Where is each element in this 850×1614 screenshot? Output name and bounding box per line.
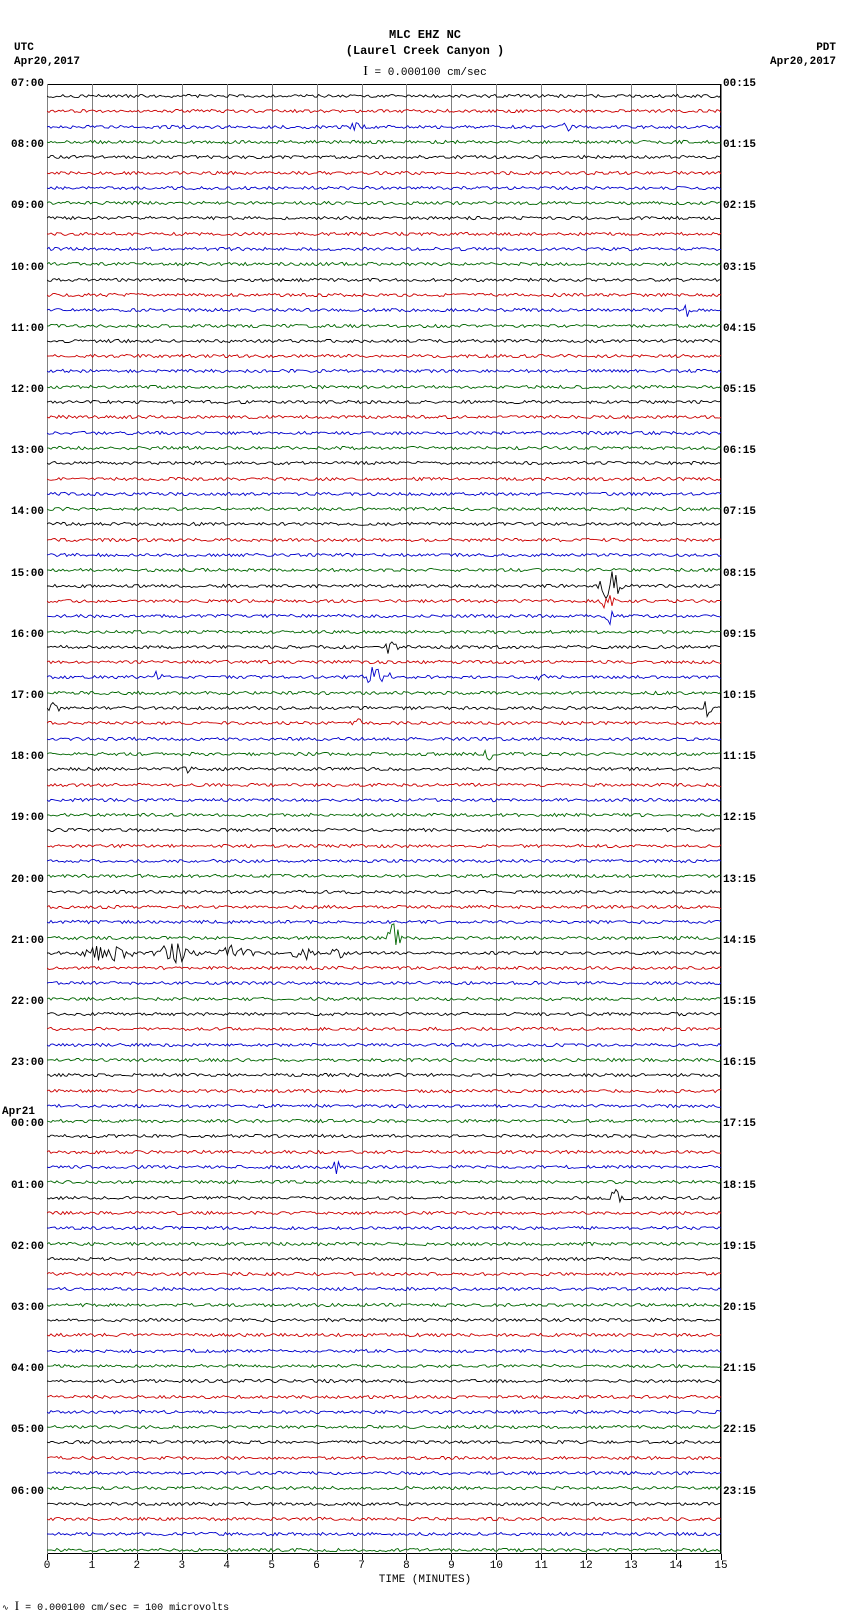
pdt-time-label: 07:15 — [723, 506, 773, 518]
pdt-time-label: 14:15 — [723, 935, 773, 947]
tz-left-label: UTC — [14, 42, 34, 54]
pdt-time-label: 16:15 — [723, 1057, 773, 1069]
pdt-time-label: 03:15 — [723, 262, 773, 274]
xtick-label: 8 — [403, 1560, 410, 1572]
utc-time-label: 06:00 — [0, 1486, 44, 1498]
pdt-time-label: 05:15 — [723, 384, 773, 396]
vgrid-line — [721, 84, 722, 1554]
pdt-time-label: 09:15 — [723, 629, 773, 641]
utc-time-label: 01:00 — [0, 1180, 44, 1192]
station-code: MLC EHZ NC — [0, 28, 850, 42]
xaxis-title: TIME (MINUTES) — [0, 1574, 850, 1586]
utc-time-label: 14:00 — [0, 506, 44, 518]
date-right-label: Apr20,2017 — [770, 56, 836, 68]
xtick-label: 2 — [134, 1560, 141, 1572]
utc-time-label: 21:00 — [0, 935, 44, 947]
footer-scale: ∿ I = 0.000100 cm/sec = 100 microvolts — [2, 1598, 229, 1614]
utc-time-label: 18:00 — [0, 751, 44, 763]
utc-time-label: 09:00 — [0, 200, 44, 212]
utc-time-label: 05:00 — [0, 1424, 44, 1436]
date-break-label: Apr21 — [2, 1106, 35, 1118]
xtick-label: 12 — [580, 1560, 593, 1572]
xtick-label: 4 — [223, 1560, 230, 1572]
utc-time-label: 02:00 — [0, 1241, 44, 1253]
pdt-time-label: 06:15 — [723, 445, 773, 457]
utc-time-label: 00:00 — [0, 1118, 44, 1130]
utc-time-label: 16:00 — [0, 629, 44, 641]
utc-time-label: 17:00 — [0, 690, 44, 702]
station-location: (Laurel Creek Canyon ) — [0, 44, 850, 58]
utc-time-label: 10:00 — [0, 262, 44, 274]
utc-time-label: 15:00 — [0, 568, 44, 580]
xtick-label: 9 — [448, 1560, 455, 1572]
pdt-time-label: 08:15 — [723, 568, 773, 580]
xtick-label: 7 — [358, 1560, 365, 1572]
pdt-time-label: 20:15 — [723, 1302, 773, 1314]
pdt-time-label: 19:15 — [723, 1241, 773, 1253]
pdt-time-label: 23:15 — [723, 1486, 773, 1498]
pdt-time-label: 10:15 — [723, 690, 773, 702]
xtick-label: 5 — [268, 1560, 275, 1572]
utc-time-label: 11:00 — [0, 323, 44, 335]
pdt-time-label: 00:15 — [723, 78, 773, 90]
tz-right-label: PDT — [816, 42, 836, 54]
xtick-label: 6 — [313, 1560, 320, 1572]
xtick-label: 3 — [178, 1560, 185, 1572]
pdt-time-label: 12:15 — [723, 812, 773, 824]
utc-time-label: 19:00 — [0, 812, 44, 824]
pdt-time-label: 04:15 — [723, 323, 773, 335]
xtick-label: 13 — [625, 1560, 638, 1572]
pdt-time-label: 18:15 — [723, 1180, 773, 1192]
utc-time-label: 12:00 — [0, 384, 44, 396]
utc-time-label: 22:00 — [0, 996, 44, 1008]
seismogram-container: MLC EHZ NC (Laurel Creek Canyon ) I = 0.… — [0, 0, 850, 1613]
xtick-label: 11 — [535, 1560, 548, 1572]
xtick-label: 1 — [89, 1560, 96, 1572]
utc-time-label: 04:00 — [0, 1363, 44, 1375]
pdt-time-label: 17:15 — [723, 1118, 773, 1130]
xtick-label: 0 — [44, 1560, 51, 1572]
xtick-label: 10 — [490, 1560, 503, 1572]
pdt-time-label: 21:15 — [723, 1363, 773, 1375]
pdt-time-label: 01:15 — [723, 139, 773, 151]
pdt-time-label: 13:15 — [723, 874, 773, 886]
utc-time-label: 23:00 — [0, 1057, 44, 1069]
utc-time-label: 13:00 — [0, 445, 44, 457]
date-left-label: Apr20,2017 — [14, 56, 80, 68]
pdt-time-label: 02:15 — [723, 200, 773, 212]
utc-time-label: 07:00 — [0, 78, 44, 90]
xtick-label: 15 — [714, 1560, 727, 1572]
utc-time-label: 08:00 — [0, 139, 44, 151]
xtick-label: 14 — [669, 1560, 682, 1572]
pdt-time-label: 15:15 — [723, 996, 773, 1008]
seismogram-plot — [47, 84, 721, 1554]
pdt-time-label: 11:15 — [723, 751, 773, 763]
seismic-trace — [47, 1535, 721, 1565]
utc-time-label: 03:00 — [0, 1302, 44, 1314]
utc-time-label: 20:00 — [0, 874, 44, 886]
pdt-time-label: 22:15 — [723, 1424, 773, 1436]
